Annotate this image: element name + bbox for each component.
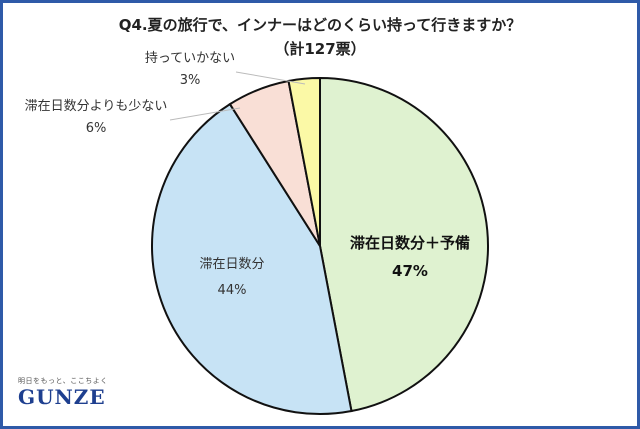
slice-label: 滞在日数分	[199, 257, 264, 272]
slice-value-label: 3%	[180, 73, 201, 88]
pie-slice	[319, 76, 489, 413]
slice-value-label: 6%	[86, 121, 107, 136]
leader-line	[235, 71, 306, 85]
slice-label: 滞在日数分＋予備	[350, 234, 470, 252]
logo-brand: GUNZE	[18, 385, 106, 409]
chart-subtitle: （計127票）	[274, 40, 366, 58]
gunze-logo: 明日をもっと、ここちよく GUNZE	[18, 376, 138, 408]
slice-value-label: 47%	[392, 262, 428, 280]
slice-label: 滞在日数分よりも少ない	[25, 99, 168, 114]
pie-slice	[151, 102, 353, 415]
leader-line	[169, 107, 241, 121]
chart-title: Q4.夏の旅行で、インナーはどのくらい持って行きますか？	[118, 16, 522, 34]
logo-tagline: 明日をもっと、ここちよく	[18, 377, 108, 385]
slice-value-label: 44%	[218, 283, 247, 298]
slice-label: 持っていかない	[145, 51, 235, 66]
